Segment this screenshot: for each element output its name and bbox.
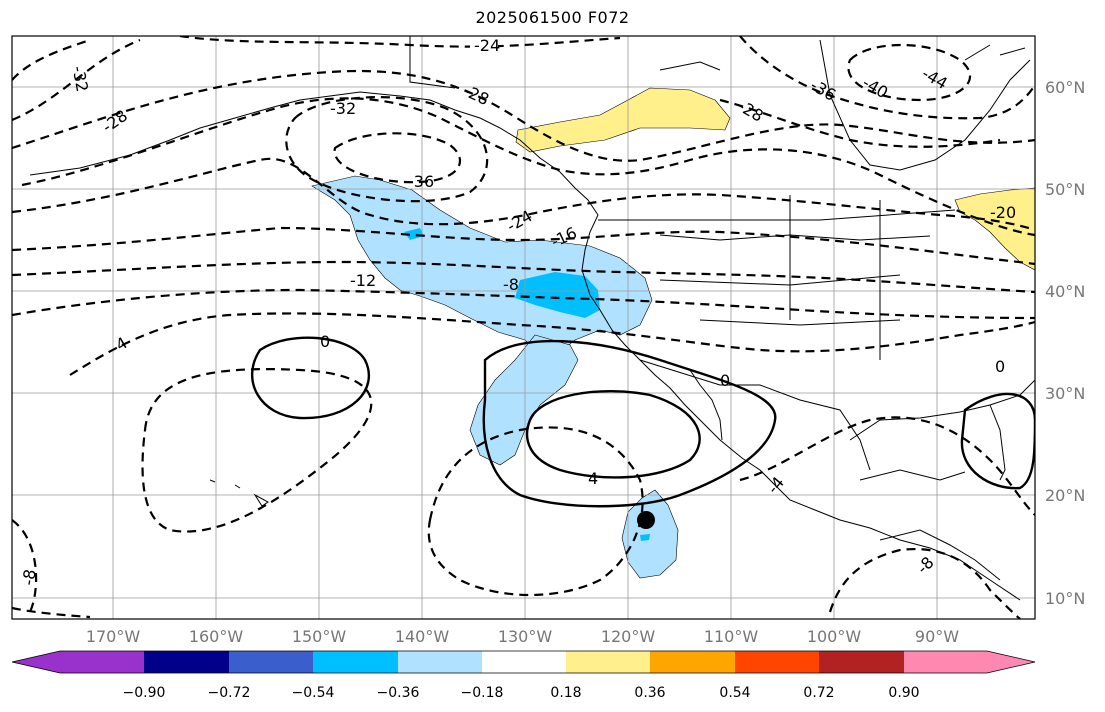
contours-solid xyxy=(250,336,1035,508)
lat-label: 30°N xyxy=(1045,384,1085,403)
lon-axis: 170°W 160°W 150°W 140°W 130°W 120°W 110°… xyxy=(86,627,959,646)
colorbar-outline xyxy=(11,650,1036,674)
map-frame xyxy=(11,35,1036,620)
colorbar-tick-label: −0.54 xyxy=(292,685,335,701)
contour-label: -36 xyxy=(408,172,434,191)
colorbar-segment xyxy=(313,651,398,673)
blue-core-north xyxy=(515,272,600,318)
contour-label: -12 xyxy=(350,271,376,290)
blue-core-storm xyxy=(640,534,650,541)
contour-label: -8 xyxy=(503,275,519,294)
graticule xyxy=(12,36,1035,619)
colorbar-tick-label: −0.72 xyxy=(208,685,251,701)
lon-label: 90°W xyxy=(915,627,959,646)
storm-center-marker xyxy=(637,511,655,529)
colorbar-segment xyxy=(12,651,144,673)
yellow-field-canada xyxy=(515,87,731,153)
contour-label: 0 xyxy=(995,357,1005,376)
light-blue-field-south xyxy=(469,334,579,466)
lon-label: 120°W xyxy=(601,627,656,646)
lon-label: 150°W xyxy=(292,627,347,646)
contour-label: -32 xyxy=(69,64,92,93)
colorbar-tick-label: 0.72 xyxy=(803,685,834,701)
colorbar-tick-label: 0.18 xyxy=(550,685,581,701)
lon-label: 140°W xyxy=(395,627,450,646)
lon-label: 170°W xyxy=(86,627,141,646)
colorbar-tick-label: 0.54 xyxy=(719,685,750,701)
lat-label: 20°N xyxy=(1045,486,1085,505)
colorbar-tick-label: 0.36 xyxy=(634,685,665,701)
colorbar-segment xyxy=(229,651,313,673)
contour-label: -32 xyxy=(330,99,356,118)
map-title: 2025061500 F072 xyxy=(475,8,630,27)
colorbar-segment xyxy=(566,651,650,673)
colorbar-segment xyxy=(144,651,229,673)
colorbar-segment xyxy=(819,651,904,673)
colorbar-tick-label: −0.36 xyxy=(377,685,420,701)
colorbar-segment xyxy=(650,651,735,673)
lat-label: 10°N xyxy=(1045,589,1085,608)
lon-label: 130°W xyxy=(498,627,553,646)
colorbar-segment xyxy=(398,651,482,673)
contour-label: 4 xyxy=(588,469,598,488)
colorbar-tick-label: 0.90 xyxy=(888,685,919,701)
colorbar-segment xyxy=(735,651,819,673)
lat-axis: 60°N 50°N 40°N 30°N 20°N 10°N xyxy=(1045,78,1085,608)
lon-label: 100°W xyxy=(807,627,862,646)
map-area: -24 -28 -32 -28 -32 -36 -36 -40 -44 -28 … xyxy=(12,36,1035,619)
lat-label: 50°N xyxy=(1045,180,1085,199)
colorbar-segment xyxy=(904,651,1035,673)
lat-label: 40°N xyxy=(1045,282,1085,301)
colorbar-tick-label: −0.18 xyxy=(461,685,504,701)
contour-label: -24 xyxy=(474,36,500,55)
blue-core-small xyxy=(404,228,424,240)
contours-dashed xyxy=(12,36,1035,619)
colorbar-tick-label: −0.90 xyxy=(123,685,166,701)
lon-label: 110°W xyxy=(704,627,759,646)
contour-label: 0 xyxy=(720,371,730,390)
lon-label: 160°W xyxy=(189,627,244,646)
colorbar xyxy=(11,650,1036,674)
coastlines xyxy=(29,36,1035,601)
colorbar-segment xyxy=(482,651,566,673)
contour-label: -8 xyxy=(18,568,39,587)
contour-label: -20 xyxy=(990,203,1016,222)
lat-label: 60°N xyxy=(1045,78,1085,97)
colorbar-ticks: −0.90 −0.72 −0.54 −0.36 −0.18 0.18 0.36 … xyxy=(123,685,920,701)
contour-label: 0 xyxy=(320,332,330,351)
